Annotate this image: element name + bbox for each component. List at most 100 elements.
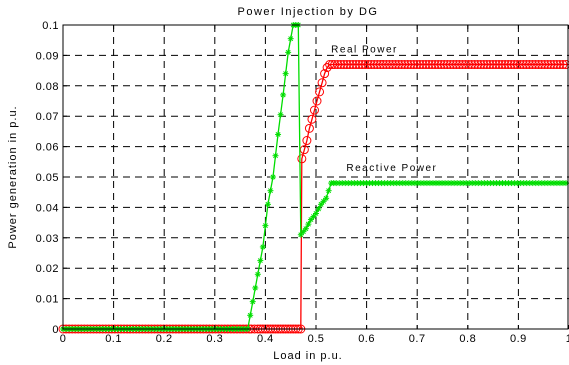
real-power-point (354, 60, 364, 70)
x-tick-label: 0.4 (257, 333, 274, 345)
x-tick-label: 0.2 (156, 333, 173, 345)
y-tick-label: 0.06 (36, 142, 59, 154)
real-power-point (357, 60, 367, 70)
real-power-point (388, 60, 398, 70)
reactive-power-point (282, 70, 289, 77)
x-tick-label: 0.5 (308, 333, 325, 345)
real-power-point (515, 60, 525, 70)
y-tick-label: 0.08 (36, 81, 59, 93)
reactive-power-point (257, 257, 264, 264)
reactive-power-point (259, 243, 266, 250)
real-power-point (561, 60, 569, 70)
real-power-point (317, 78, 327, 88)
real-power-point (400, 60, 410, 70)
real-power-point (448, 60, 458, 70)
real-power-point (494, 60, 504, 70)
reactive-power-point (325, 187, 332, 194)
real-power-point (451, 60, 461, 70)
real-power-point (403, 60, 413, 70)
reactive-power-point (269, 174, 276, 180)
real-power-point (309, 105, 319, 115)
real-power-point (433, 60, 443, 70)
real-power-point (497, 60, 507, 70)
reactive-power-annotation: Reactive Power (346, 163, 437, 174)
real-power-point (488, 60, 498, 70)
real-power-point (366, 60, 376, 70)
reactive-power-point (313, 210, 319, 217)
reactive-power-point (305, 221, 312, 228)
y-tick-label: 0.02 (36, 263, 59, 275)
real-power-point (391, 60, 401, 70)
x-tick-label: 0.9 (510, 333, 527, 345)
real-power-point (351, 60, 361, 70)
real-power-point (458, 60, 468, 70)
y-tick-label: 0.04 (36, 202, 59, 214)
x-tick-label: 1 (566, 333, 569, 345)
real-power-point (406, 60, 416, 70)
real-power-point (500, 60, 510, 70)
y-tick-label: 0.1 (42, 20, 59, 32)
real-power-point (333, 60, 343, 70)
reactive-power-point (264, 201, 271, 208)
real-power-point (461, 60, 471, 70)
real-power-point (543, 60, 553, 70)
y-axis-label: Power generation in p.u. (7, 105, 19, 248)
real-power-point (512, 60, 522, 70)
reactive-power-point (287, 35, 294, 42)
reactive-power-point (262, 222, 269, 229)
real-power-point (482, 60, 492, 70)
real-power-point (336, 60, 346, 70)
x-tick-label: 0.8 (459, 333, 476, 345)
real-power-point (384, 60, 394, 70)
reactive-power-point (280, 91, 287, 98)
reactive-power-point (252, 284, 259, 291)
x-tick-label: 0.7 (409, 333, 426, 345)
real-power-point (369, 60, 379, 70)
real-power-point (327, 60, 337, 70)
x-tick-label: 0 (60, 333, 67, 345)
real-power-point (307, 114, 317, 124)
real-power-point (363, 60, 373, 70)
real-power-point (421, 60, 431, 70)
x-tick-label: 0.3 (206, 333, 223, 345)
real-power-point (454, 60, 464, 70)
real-power-point (315, 87, 325, 97)
reactive-power-point (254, 271, 261, 278)
real-power-point (342, 60, 352, 70)
reactive-power-point (267, 187, 274, 194)
real-power-point (527, 60, 537, 70)
real-power-point (558, 60, 568, 70)
real-power-point (304, 123, 314, 133)
reactive-power-point (277, 111, 284, 118)
real-power-point (322, 63, 332, 73)
real-power-point (518, 60, 528, 70)
real-power-point (467, 60, 477, 70)
real-power-annotation: Real Power (331, 44, 398, 55)
reactive-power-point (272, 152, 279, 159)
real-power-point (442, 60, 452, 70)
real-power-point (537, 60, 547, 70)
chart-title: Power Injection by DG (238, 6, 379, 18)
tick-layer: 0 0.1 0.2 0.3 0.4 0.5 0.6 0.7 0.8 0.9 1 0 0.01 0.02 0.… (36, 20, 569, 345)
reactive-power-point (249, 298, 256, 305)
real-power-point (506, 60, 516, 70)
y-tick-label: 0.09 (36, 50, 59, 62)
real-power-point (531, 60, 541, 70)
real-power-point (509, 60, 519, 70)
real-power-point (445, 60, 455, 70)
real-power-point (424, 60, 434, 70)
real-power-point (430, 60, 440, 70)
real-power-point (485, 60, 495, 70)
real-power-point (552, 60, 562, 70)
real-power-point (546, 60, 556, 70)
real-power-point (345, 60, 355, 70)
reactive-power-point (275, 131, 282, 138)
x-tick-label: 0.1 (105, 333, 122, 345)
real-power-point (339, 60, 349, 70)
real-power-point (476, 60, 486, 70)
real-power-point (549, 60, 559, 70)
real-power-point (297, 154, 307, 164)
real-power-point (491, 60, 501, 70)
real-power-point (330, 60, 340, 70)
